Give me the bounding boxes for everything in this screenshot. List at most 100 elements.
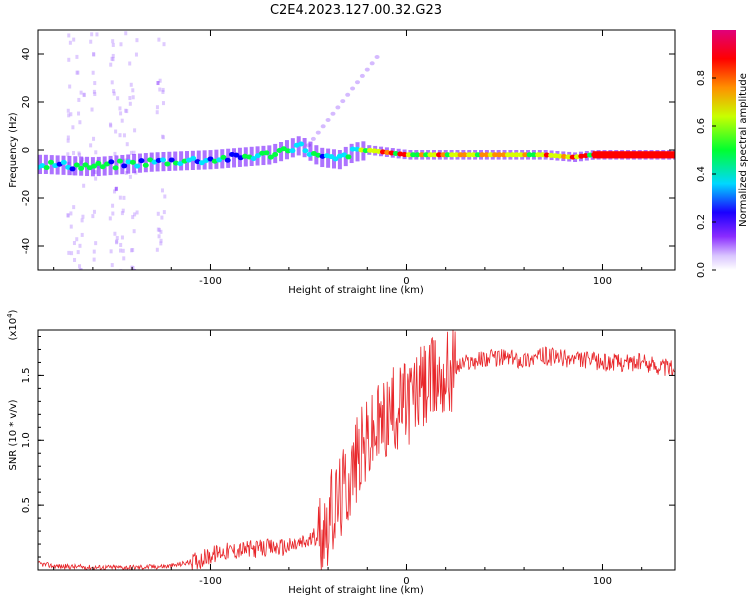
spectrogram-scatter-point (78, 152, 82, 157)
spectrogram-scatter-point (69, 224, 73, 229)
spectrogram-scatter-point (78, 267, 82, 270)
spectrogram-ridge-cell (487, 152, 494, 158)
spectrogram-marks (38, 30, 675, 270)
spectrogram-scatter-point (111, 211, 115, 216)
spectrogram-scatter-point (89, 143, 93, 148)
snr-y-tick-label: 1.0 (21, 432, 32, 448)
spectrogram-ridge-cell (147, 157, 154, 163)
spectrogram-band-cell (355, 142, 360, 162)
snr-x-tick-label: -100 (199, 576, 222, 587)
spectrogram-ridge-cell (565, 154, 572, 160)
spectrogram-scatter-point (113, 151, 117, 156)
spectrogram-scatter-point (113, 189, 117, 194)
spectrogram-ridge-cell (548, 152, 555, 158)
spectrogram-scatter-point (125, 109, 129, 114)
spectrogram-band-cell (232, 148, 237, 168)
spectrogram-scatter-point (131, 95, 135, 100)
spectrogram-scatter-point (118, 133, 122, 138)
spectrogram-scatter-point (94, 150, 98, 155)
spectrogram-scatter-point (132, 229, 136, 234)
spectrogram-scatter-point (111, 57, 115, 62)
spectrogram-scatter-point (161, 89, 165, 94)
spectrogram-band-cell (61, 155, 66, 175)
spectrogram-band-cell (43, 154, 48, 174)
spectrogram-scatter-point (132, 150, 136, 155)
spectrogram-streak-point (364, 67, 370, 72)
spectrogram-scatter-point (91, 214, 95, 219)
spectrogram-ridge-cell (160, 157, 167, 163)
spectrogram-scatter-point (118, 106, 122, 111)
spectrogram-streak-point (340, 99, 346, 104)
spectrogram-scatter-point (68, 40, 72, 45)
spectrogram-scatter-point (75, 70, 79, 75)
spectrogram-streak-point (350, 86, 356, 91)
spectrogram-scatter-point (157, 227, 161, 232)
spectrogram-x-tick-label: -100 (199, 276, 222, 287)
spectrogram-scatter-point (135, 210, 139, 215)
snr-ticks (38, 330, 675, 570)
spectrogram-streak-point (354, 80, 360, 85)
spectrogram-scatter-point (94, 176, 98, 181)
spectrogram-streak-point (330, 111, 336, 116)
spectrogram-scatter-point (66, 108, 70, 113)
spectrogram-strong-band (592, 151, 675, 159)
spectrogram-scatter-point (91, 70, 95, 75)
snr-series-line (38, 330, 675, 570)
spectrogram-ridge-cell (496, 152, 503, 158)
spectrogram-ridge-cell (552, 153, 559, 159)
spectrogram-x-tick-label: 100 (593, 276, 612, 287)
spectrogram-scatter-point (92, 52, 96, 57)
spectrogram-scatter-point (78, 243, 82, 248)
spectrogram-scatter-point (92, 257, 96, 262)
spectrogram-scatter-point (119, 111, 123, 116)
spectrogram-scatter-point (82, 93, 86, 98)
spectrogram-scatter-point (77, 111, 81, 116)
spectrogram-y-tick-label: 20 (21, 96, 32, 109)
spectrogram-scatter-point (160, 188, 164, 193)
spectrogram-scatter-point (69, 112, 73, 117)
spectrogram-scatter-point (131, 265, 135, 270)
spectrogram-ridge-cell (556, 153, 563, 159)
spectrogram-scatter-point (133, 128, 137, 133)
colorbar-tick-label: 0.0 (696, 262, 707, 278)
spectrogram-scatter-point (93, 92, 97, 97)
spectrogram-scatter-point (114, 186, 118, 191)
spectrogram-scatter-point (78, 120, 82, 125)
spectrogram-ridge-cell (526, 152, 533, 158)
colorbar-tick-label: 0.2 (696, 214, 707, 230)
spectrogram-ridge-cell (134, 163, 141, 169)
spectrogram-scatter-point (66, 213, 70, 218)
spectrogram-ridge-cell (461, 152, 468, 158)
colorbar: 0.0 0.2 0.4 0.6 0.8 Normalized spectral … (696, 30, 749, 278)
spectrogram-scatter-point (159, 238, 163, 243)
spectrogram-scatter-point (124, 229, 128, 234)
spectrogram-scatter-point (73, 257, 77, 262)
spectrogram-scatter-point (72, 37, 76, 42)
spectrogram-ridge-cell (298, 141, 305, 147)
spectrogram-scatter-point (81, 214, 85, 219)
spectrogram-scatter-point (128, 101, 132, 106)
snr-y-tick-label: 1.5 (21, 367, 32, 383)
spectrogram-scatter-point (134, 52, 138, 57)
spectrogram-y-tick-label: 40 (21, 48, 32, 61)
spectrogram-scatter-point (70, 251, 74, 256)
spectrogram-ridge-cell (250, 155, 257, 161)
spectrogram-scatter-point (79, 268, 83, 270)
snr-panel: -100 0 100 0.5 1.0 1.5 Height of straigh… (6, 309, 676, 596)
spectrogram-ridge-cell (108, 159, 115, 165)
spectrogram-streak-point (369, 61, 375, 66)
spectrogram-ridge-cell (224, 157, 231, 163)
spectrogram-ridge-cell (505, 152, 512, 158)
spectrogram-ridge-cell (233, 152, 240, 158)
spectrogram-scatter-point (115, 236, 119, 241)
spectrogram-scatter-point (78, 264, 82, 269)
spectrogram-scatter-point (162, 210, 166, 215)
spectrogram-ridge-cell (474, 152, 481, 158)
spectrogram-ridge-cell (561, 153, 568, 159)
spectrogram-ridge-cell (345, 154, 352, 160)
spectrogram-band-cell (137, 153, 142, 173)
spectrogram-ridge-cell (414, 152, 421, 158)
spectrogram-streak-point (320, 124, 326, 129)
spectrogram-ridge-cell (448, 152, 455, 158)
spectrogram-ridge-cell (492, 152, 499, 158)
